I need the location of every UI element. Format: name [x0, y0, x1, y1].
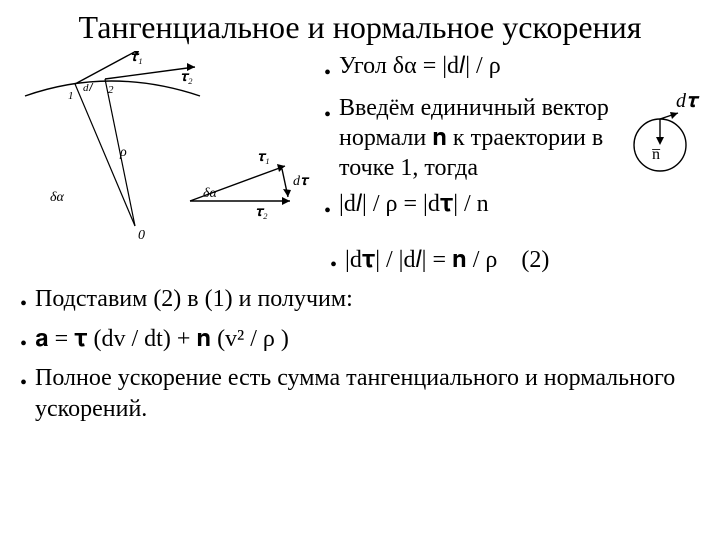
equation-2: |d𝛕| / |d𝑙| = 𝐧 / ρ — [345, 245, 497, 276]
bullet-acceleration-formula: 𝐚 = 𝛕 (dv / dt) + 𝐧 (v² / ρ ) — [35, 324, 289, 355]
bullet-substitute: Подставим (2) в (1) и получим: — [35, 284, 353, 315]
bullet-icon — [20, 324, 27, 359]
svg-text:n̅: n̅ — [651, 146, 661, 163]
svg-text:d𝛕: d𝛕 — [293, 174, 310, 189]
svg-text:0: 0 — [138, 228, 145, 241]
svg-text:𝛕₁: 𝛕₁ — [257, 150, 270, 165]
trajectory-diagram: 1 2 d𝑙 𝛕₁ 𝛕₂ ρ δα 0 — [20, 51, 310, 241]
bullet-icon — [324, 51, 331, 87]
bullet-ratio: |d𝑙| / ρ = |d𝛕| / n — [339, 189, 489, 219]
bullet-icon — [324, 189, 331, 225]
normal-circle-diagram: d𝛕 n̅ — [620, 93, 700, 183]
svg-text:d𝛕: d𝛕 — [676, 93, 700, 112]
svg-text:δα: δα — [50, 190, 65, 205]
bullet-icon — [20, 363, 27, 398]
bullet-angle: Угол δα = |d𝑙| / ρ — [339, 51, 501, 81]
svg-text:1: 1 — [68, 90, 74, 102]
page-title: Тангенциальное и нормальное ускорения — [20, 10, 700, 45]
svg-text:δα: δα — [203, 186, 218, 201]
equation-2-number: (2) — [521, 245, 549, 276]
bullet-conclusion: Полное ускорение есть сумма тангенциальн… — [35, 363, 700, 425]
bullet-normal-vector: Введём единичный вектор нормали 𝐧 к трае… — [339, 93, 614, 183]
bullet-icon — [20, 284, 27, 319]
svg-text:ρ: ρ — [119, 145, 127, 160]
svg-text:d𝑙: d𝑙 — [83, 82, 94, 94]
bullet-icon — [330, 245, 337, 280]
svg-text:𝛕₂: 𝛕₂ — [255, 205, 268, 220]
svg-text:𝛕₁: 𝛕₁ — [130, 51, 143, 65]
svg-text:𝛕₂: 𝛕₂ — [180, 70, 193, 85]
svg-text:2: 2 — [108, 84, 114, 96]
bullet-icon — [324, 93, 331, 129]
